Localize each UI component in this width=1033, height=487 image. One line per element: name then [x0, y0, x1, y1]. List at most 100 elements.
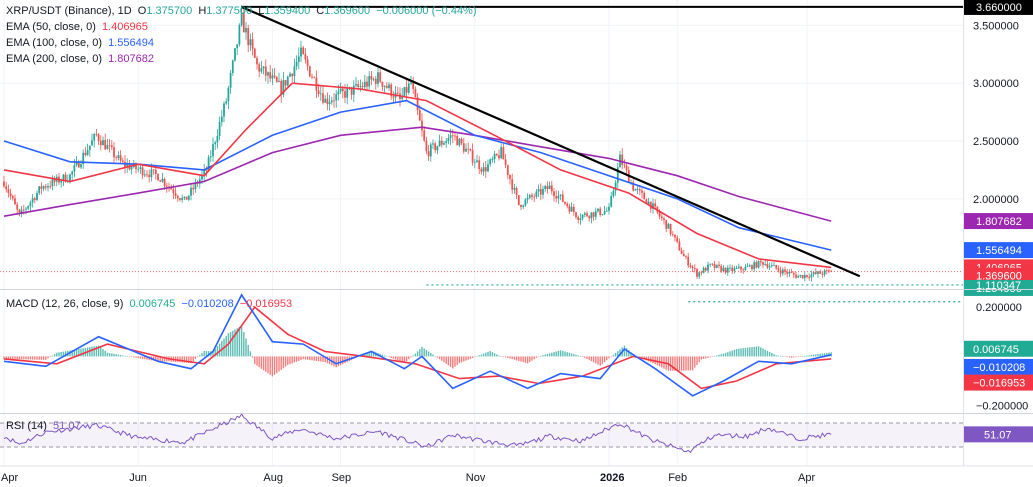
- macd-histogram-bar: [271, 356, 274, 377]
- candle-body: [449, 135, 452, 139]
- candle-body: [405, 87, 408, 93]
- macd-line: [3, 293, 832, 397]
- candle-body: [427, 151, 430, 157]
- candle-body: [412, 82, 415, 90]
- candle-body: [344, 91, 346, 98]
- macd-histogram-bar: [364, 353, 366, 357]
- candle-body: [341, 88, 344, 92]
- ema200-legend[interactable]: EMA (200, close, 0) 1.807682: [6, 53, 154, 66]
- macd-histogram-bar: [201, 353, 203, 357]
- macd-histogram-bar: [463, 356, 465, 362]
- candle-body: [443, 143, 445, 145]
- candle-body: [775, 264, 778, 269]
- macd-histogram-bar: [438, 356, 441, 360]
- candle-body: [216, 136, 219, 143]
- candle-body: [238, 24, 241, 45]
- candle-body: [491, 159, 494, 160]
- candle-body: [77, 161, 80, 168]
- pane-separator-macd[interactable]: [0, 289, 1033, 290]
- macd-histogram-bar: [249, 351, 252, 357]
- macd-histogram-bar: [122, 355, 124, 357]
- rsi-legend[interactable]: RSI (14) 51.07: [6, 420, 81, 433]
- candle-body: [139, 167, 142, 169]
- macd-histogram-bar: [678, 356, 681, 371]
- candle-body: [7, 189, 10, 193]
- candle-body: [487, 164, 489, 172]
- candle-body: [535, 191, 538, 197]
- candle-body: [777, 268, 780, 271]
- price-scale-tag-bg: [964, 267, 1033, 284]
- macd-histogram-bar: [520, 356, 522, 362]
- candle-body: [25, 208, 27, 210]
- macd-histogram-bar: [768, 351, 771, 357]
- candle-body: [141, 167, 144, 176]
- candle-body: [150, 169, 153, 178]
- macd-histogram-bar: [669, 356, 672, 371]
- rsi-scale-tag: 51.07: [984, 429, 1012, 441]
- candle-body: [102, 140, 104, 146]
- macd-histogram-bar: [419, 349, 421, 357]
- macd-histogram-bar: [78, 348, 80, 357]
- macd-histogram-bar: [779, 355, 782, 357]
- candle-body: [203, 169, 206, 175]
- macd-histogram-bar: [293, 356, 296, 363]
- candle-body: [366, 81, 368, 87]
- macd-histogram-bar: [313, 356, 315, 361]
- close-value: 1.369600: [324, 5, 371, 17]
- candle-body: [812, 272, 815, 275]
- macd-histogram-bar: [718, 354, 720, 357]
- candle-body: [509, 175, 511, 180]
- macd-histogram-bar: [623, 345, 626, 357]
- macd-histogram-bar: [117, 354, 120, 357]
- macd-histogram-bar: [163, 356, 166, 362]
- time-tick-label: Sep: [332, 472, 352, 484]
- macd-histogram-bar: [581, 356, 584, 357]
- candle-body: [53, 179, 56, 182]
- macd-histogram-bar: [823, 353, 826, 357]
- ema50-legend[interactable]: EMA (50, close, 0) 1.406965: [6, 21, 148, 34]
- macd-histogram-bar: [188, 356, 190, 364]
- candle-body: [744, 266, 747, 271]
- pane-separator-rsi[interactable]: [0, 413, 1033, 414]
- macd-histogram-bar: [595, 356, 597, 364]
- candle-body: [647, 201, 650, 205]
- candle-body: [113, 147, 115, 158]
- candle-body: [117, 155, 120, 159]
- macd-histogram-bar: [553, 352, 555, 357]
- macd-histogram-bar: [205, 351, 208, 357]
- macd-scale-tag: 0.006745: [973, 344, 1019, 356]
- candle-body: [377, 72, 379, 84]
- candle-body: [676, 237, 679, 242]
- symbol-legend: XRP/USDT (Binance), 1D O1.375700 H1.3775…: [6, 5, 477, 18]
- macd-histogram-bar: [641, 356, 643, 359]
- macd-histogram-bar: [491, 352, 494, 357]
- macd-histogram-bar: [498, 355, 500, 357]
- macd-tick-label: 0.200000: [976, 302, 1022, 314]
- candle-body: [242, 12, 245, 33]
- macd-histogram-bar: [130, 356, 133, 357]
- macd-histogram-bar: [115, 354, 117, 357]
- macd-histogram-bar: [53, 354, 56, 357]
- macd-legend[interactable]: MACD (12, 26, close, 9) 0.006745 −0.0102…: [6, 298, 292, 311]
- macd-histogram-bar: [119, 354, 122, 357]
- macd-histogram-bar: [579, 356, 582, 357]
- macd-histogram-bar: [73, 349, 76, 357]
- macd-histogram-bar: [56, 352, 58, 357]
- macd-histogram-bar: [544, 354, 546, 357]
- candle-body: [361, 86, 364, 88]
- price-tick-label: 3.000000: [973, 78, 1019, 90]
- macd-histogram-bar: [390, 356, 392, 358]
- candle-body: [319, 93, 322, 95]
- candle-body: [605, 210, 608, 212]
- candle-body: [9, 192, 12, 196]
- macd-histogram-bar: [304, 356, 307, 360]
- ema100-legend[interactable]: EMA (100, close, 0) 1.556494: [6, 37, 154, 50]
- macd-histogram-bar: [51, 355, 54, 357]
- price-tick-label: 2.000000: [973, 194, 1019, 206]
- macd-signal-line: [3, 306, 832, 390]
- macd-histogram-bar: [207, 351, 210, 357]
- macd-histogram-bar: [687, 356, 689, 371]
- candle-body: [700, 272, 703, 274]
- macd-scale-tag: −0.010208: [973, 362, 1025, 374]
